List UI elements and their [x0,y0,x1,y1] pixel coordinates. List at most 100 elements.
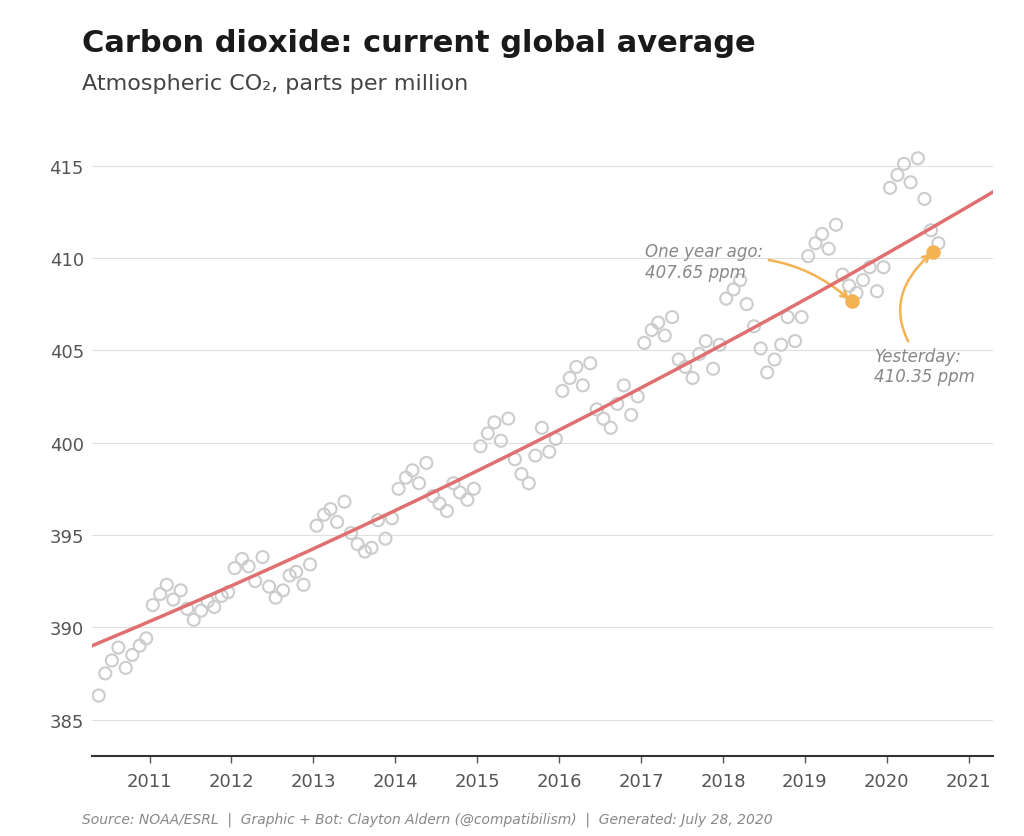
Point [493,435,509,448]
Point [712,339,728,352]
Point [206,600,222,614]
Point [902,176,919,190]
Point [753,342,769,355]
Point [718,293,734,306]
Point [835,268,851,282]
Point [814,228,830,242]
Point [411,477,427,491]
Point [732,274,749,288]
Point [615,380,632,393]
Point [896,158,912,171]
Point [684,372,700,385]
Point [472,440,488,453]
Point [295,579,311,592]
Point [541,446,557,459]
Text: One year ago:
407.65 ppm: One year ago: 407.65 ppm [645,243,847,298]
Point [882,182,898,196]
Point [500,412,516,426]
Point [623,409,639,422]
Point [725,283,741,297]
Point [131,640,147,653]
Point [766,354,782,367]
Text: Source: NOAA/ESRL  |  Graphic + Bot: Clayton Aldern (@compatibilism)  |  Generat: Source: NOAA/ESRL | Graphic + Bot: Clayt… [82,812,772,826]
Point [179,603,196,616]
Point [861,261,878,274]
Point [636,337,652,350]
Point [97,667,114,681]
Point [595,412,611,426]
Point [507,453,523,466]
Point [479,427,496,441]
Point [397,472,414,485]
Point [329,516,345,529]
Point [452,487,468,500]
Point [172,584,188,597]
Point [193,604,209,618]
Point [841,279,857,293]
Point [377,533,393,546]
Point [323,502,339,516]
Point [738,298,755,312]
Point [534,421,550,435]
Point [548,433,564,446]
Point [664,311,680,324]
Point [889,169,905,182]
Point [650,317,667,330]
Point [124,649,140,662]
Point [574,380,591,393]
Point [343,527,359,540]
Point [745,320,762,334]
Point [848,287,864,300]
Point [844,295,860,308]
Point [111,641,127,655]
Point [520,477,537,491]
Point [185,614,202,627]
Point [807,237,823,251]
Point [418,456,434,470]
Point [152,588,168,601]
Point [527,449,544,462]
Point [827,219,844,232]
Point [315,508,332,522]
Point [779,311,796,324]
Point [138,632,155,645]
Point [370,514,386,528]
Point [643,324,659,337]
Point [254,551,270,564]
Point [868,285,885,298]
Point [930,237,946,251]
Point [705,363,721,376]
Point [855,274,871,288]
Point [876,261,892,274]
Point [582,357,598,370]
Point [431,497,447,511]
Point [103,654,120,667]
Point [486,416,503,430]
Point [384,512,400,525]
Text: Atmospheric CO₂, parts per million: Atmospheric CO₂, parts per million [82,74,468,94]
Point [356,545,373,558]
Point [609,398,626,411]
Point [336,496,352,509]
Point [773,339,790,352]
Point [404,464,421,477]
Point [923,224,939,237]
Point [349,538,366,551]
Point [233,553,250,566]
Point [261,580,278,594]
Point [288,565,304,579]
Point [568,361,585,375]
Point [691,348,708,361]
Point [794,311,810,324]
Point [459,493,475,507]
Point [159,579,175,592]
Point [589,403,605,416]
Point [671,354,687,367]
Text: Yesterday:
410.35 ppm: Yesterday: 410.35 ppm [874,256,976,386]
Point [241,560,257,573]
Point [909,152,926,166]
Point [677,361,693,375]
Point [786,335,803,349]
Point [916,193,933,206]
Point [561,372,578,385]
